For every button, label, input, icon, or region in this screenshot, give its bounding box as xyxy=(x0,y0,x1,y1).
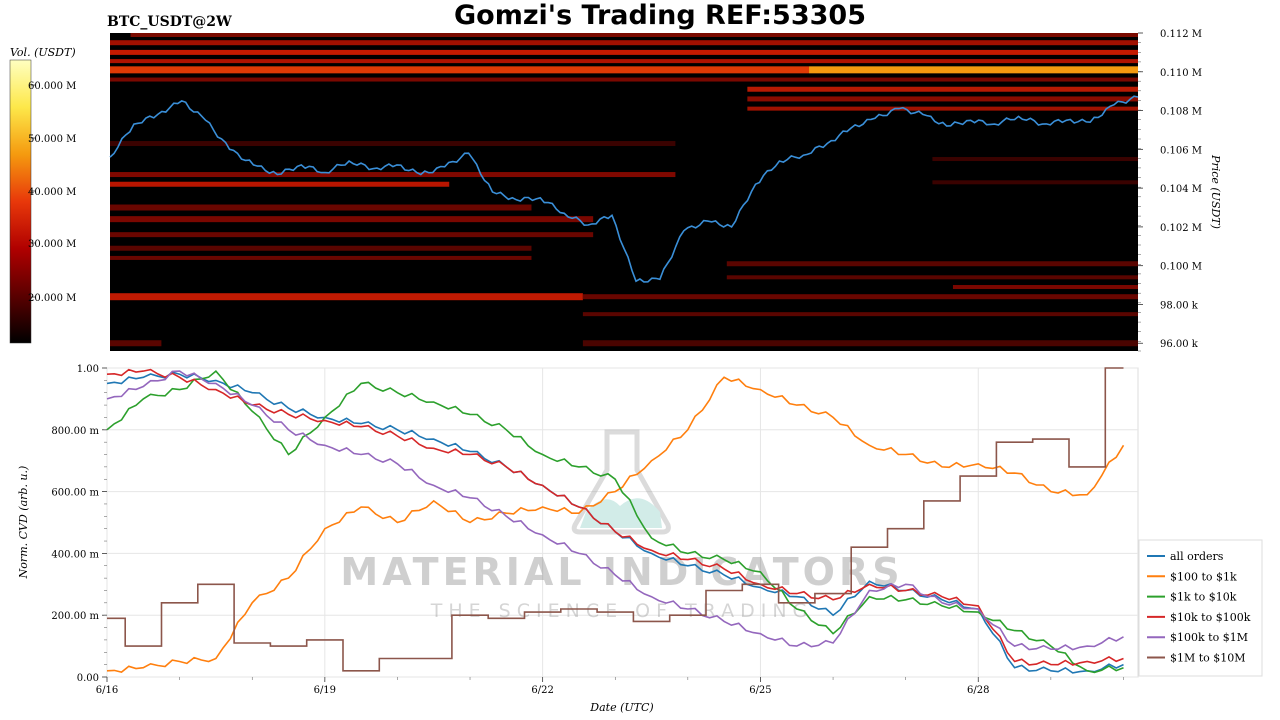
liquidity-band xyxy=(726,261,1138,267)
cvd-line xyxy=(106,370,1124,651)
watermark-subtitle: THE SCIENCE OF TRADING xyxy=(430,600,814,622)
legend-label: $100k to $1M xyxy=(1170,631,1248,644)
cvd-x-ticks: 6/16 6/19 6/22 6/25 6/28 xyxy=(96,677,1124,696)
pair-label: BTC_USDT@2W xyxy=(107,14,232,30)
cvd-line xyxy=(107,367,1124,672)
heatmap-bands xyxy=(110,33,1138,347)
liquidity-band xyxy=(110,49,1138,55)
cvd-x-tick-label: 6/19 xyxy=(314,685,336,696)
liquidity-band xyxy=(747,86,1138,92)
legend-label: $1M to $10M xyxy=(1170,652,1246,665)
price-tick-label: 0.100 M xyxy=(1160,262,1202,273)
liquidity-band xyxy=(110,293,583,301)
legend-label: $100 to $1k xyxy=(1170,570,1237,583)
liquidity-band xyxy=(110,141,676,147)
colorbar-tick-label: 30.000 M xyxy=(28,239,76,250)
liquidity-band xyxy=(110,66,810,74)
cvd-x-tick-label: 6/22 xyxy=(531,685,553,696)
liquidity-band xyxy=(110,232,594,238)
liquidity-band xyxy=(110,216,594,223)
cvd-x-tick-label: 6/25 xyxy=(749,685,771,696)
liquidity-band xyxy=(582,294,1138,300)
liquidity-band xyxy=(932,180,1138,185)
liquidity-band xyxy=(110,181,450,187)
cvd-plot-area xyxy=(106,367,1139,678)
cvd-series xyxy=(106,367,1125,674)
price-axis-label: Price (USDT) xyxy=(1209,154,1222,229)
price-tick-label: 0.110 M xyxy=(1160,68,1202,79)
price-tick-label: 0.104 M xyxy=(1160,184,1202,195)
colorbar-tick-label: 40.000 M xyxy=(28,187,76,198)
liquidity-band xyxy=(110,59,1138,64)
cvd-line xyxy=(106,368,1124,666)
price-tick-label: 0.102 M xyxy=(1160,223,1202,234)
colorbar-tick-label: 60.000 M xyxy=(28,81,76,92)
liquidity-band xyxy=(110,340,162,347)
price-tick-label: 96.00 k xyxy=(1160,339,1199,350)
price-tick-label: 0.112 M xyxy=(1160,29,1202,40)
liquidity-band xyxy=(110,255,532,260)
cvd-y-tick-label: 600.00 m xyxy=(51,488,99,499)
cvd-y-tick-label: 400.00 m xyxy=(51,549,99,560)
cvd-x-tick-label: 6/28 xyxy=(967,685,989,696)
cvd-y-tick-label: 200.00 m xyxy=(51,611,99,622)
colorbar-tick-label: 20.000 M xyxy=(28,293,76,304)
legend-label: $1k to $10k xyxy=(1170,591,1237,604)
cvd-y-tick-label: 0.00 xyxy=(77,673,99,684)
cvd-line xyxy=(106,376,1125,673)
liquidity-band xyxy=(130,33,1138,37)
liquidity-band xyxy=(110,204,532,211)
liquidity-band xyxy=(726,275,1138,280)
flask-liquid-icon xyxy=(580,498,662,528)
price-tick-label: 0.108 M xyxy=(1160,107,1202,118)
cvd-line xyxy=(106,369,1124,674)
liquidity-band xyxy=(747,106,1138,111)
liquidity-band xyxy=(809,66,1138,74)
price-line xyxy=(109,95,1139,283)
watermark-title: MATERIAL INDICATORS xyxy=(340,550,903,594)
cvd-x-axis-label: Date (UTC) xyxy=(589,701,653,714)
cvd-y-tick-label: 800.00 m xyxy=(51,426,99,437)
price-axis-ticks: 0.112 M 0.110 M 0.108 M 0.106 M 0.104 M 0.102… xyxy=(1138,29,1202,352)
cvd-x-tick-label: 6/16 xyxy=(96,685,118,696)
price-tick-label: 98.00 k xyxy=(1160,300,1199,311)
cvd-y-tick-label: 1.00 xyxy=(77,364,99,375)
price-tick-label: 0.106 M xyxy=(1160,145,1202,156)
cvd-y-ticks: 0.00 200.00 m 400.00 m 600.00 m 800.00 m 1.00 xyxy=(51,364,107,684)
liquidity-band xyxy=(110,172,676,178)
liquidity-band xyxy=(582,312,1138,317)
liquidity-band xyxy=(110,40,1138,46)
colorbar-label: Vol. (USDT) xyxy=(10,46,76,59)
legend-items: all orders $100 to $1k $1k to $10k $10k to … xyxy=(1147,550,1251,665)
flask-icon xyxy=(571,429,671,535)
chart-title: Gomzi's Trading REF:53305 xyxy=(454,0,866,31)
cvd-y-axis-label: Norm. CVD (arb. u.) xyxy=(17,466,30,580)
legend-label: all orders xyxy=(1170,550,1224,563)
legend xyxy=(1138,539,1263,677)
liquidity-band xyxy=(952,285,1138,290)
liquidity-band xyxy=(110,245,532,251)
liquidity-band xyxy=(932,157,1138,162)
colorbar xyxy=(9,59,32,344)
liquidity-band xyxy=(747,96,1138,102)
colorbar-ticks: 60.000 M 50.000 M 40.000 M 30.000 M 20.000 M xyxy=(28,81,76,304)
colorbar-tick-label: 50.000 M xyxy=(28,134,76,145)
liquidity-band xyxy=(110,77,1138,82)
liquidity-band xyxy=(582,340,1138,347)
legend-label: $10k to $100k xyxy=(1170,611,1251,624)
